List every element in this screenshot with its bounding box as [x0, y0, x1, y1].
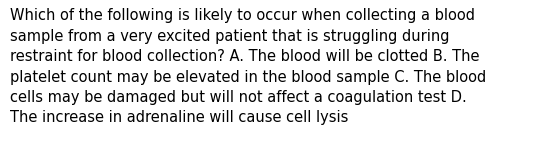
Text: Which of the following is likely to occur when collecting a blood
sample from a : Which of the following is likely to occu… [10, 8, 486, 125]
